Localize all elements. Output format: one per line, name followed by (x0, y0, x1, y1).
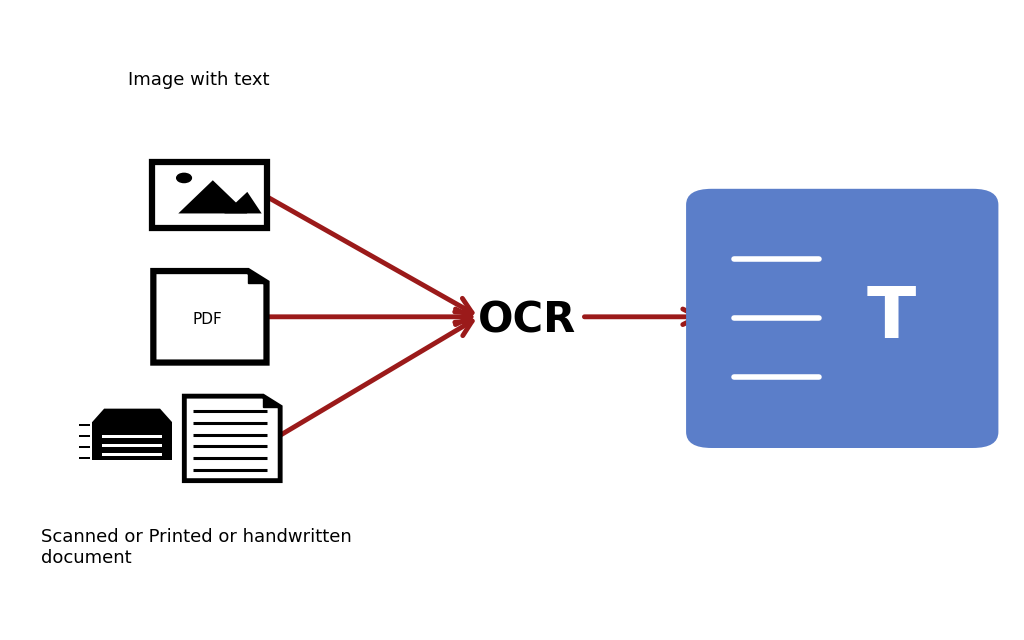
Polygon shape (154, 271, 266, 362)
Polygon shape (224, 192, 262, 214)
Polygon shape (92, 409, 172, 422)
Text: PDF: PDF (193, 312, 222, 326)
Polygon shape (178, 180, 248, 214)
FancyBboxPatch shape (101, 435, 163, 438)
FancyBboxPatch shape (79, 456, 90, 459)
FancyBboxPatch shape (79, 435, 90, 437)
Text: OCR: OCR (478, 299, 577, 341)
Polygon shape (184, 396, 281, 481)
FancyBboxPatch shape (79, 424, 90, 426)
Polygon shape (263, 396, 281, 407)
FancyBboxPatch shape (92, 422, 172, 461)
FancyBboxPatch shape (153, 162, 267, 228)
Polygon shape (248, 271, 266, 283)
Text: T: T (866, 284, 915, 353)
FancyBboxPatch shape (101, 452, 163, 456)
Text: Image with text: Image with text (128, 71, 269, 89)
FancyBboxPatch shape (686, 189, 998, 448)
FancyBboxPatch shape (101, 444, 163, 447)
Circle shape (177, 173, 191, 182)
FancyBboxPatch shape (79, 446, 90, 448)
Text: Scanned or Printed or handwritten
document: Scanned or Printed or handwritten docume… (41, 528, 351, 566)
